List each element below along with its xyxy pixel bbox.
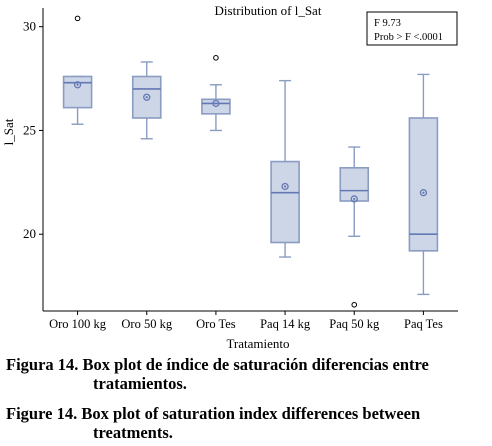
caption-spanish-text-1: Box plot de índice de saturación diferen… — [82, 355, 429, 374]
mean-marker — [143, 93, 151, 101]
box-plot-chart: Distribution of l_Sat F 9.73 Prob > F <.… — [1, 3, 458, 350]
y-tick-label: 20 — [23, 226, 36, 241]
caption-spanish-label: Figura 14. — [6, 355, 79, 374]
iqr-box — [408, 117, 439, 252]
outlier-point — [351, 301, 358, 308]
mean-marker-dot — [214, 102, 218, 105]
mean-marker-dot — [422, 191, 425, 194]
stats-box: F 9.73 Prob > F <.0001 — [366, 11, 458, 46]
caption-english-text-2: treatments. — [93, 423, 173, 442]
x-tick-label: Paq 14 kg — [260, 317, 311, 331]
outlier-point — [213, 55, 219, 61]
y-tick-label: 25 — [23, 122, 36, 137]
mean-marker — [281, 182, 289, 191]
plot-area: 20 25 30 Oro 100 kg Oro 50 kg Oro Tes Paq 14 k… — [23, 8, 458, 331]
mean-marker-dot — [145, 96, 148, 99]
caption-english: Figure 14. Box plot of saturation index … — [6, 404, 490, 442]
mean-marker — [419, 189, 428, 197]
y-axis-label: l_Sat — [1, 118, 16, 145]
x-tick-label: Oro Tes — [196, 317, 236, 331]
x-tick-label: Paq Tes — [404, 317, 443, 331]
caption-spanish: Figura 14. Box plot de índice de saturac… — [6, 355, 490, 393]
mean-marker-dot — [353, 197, 356, 201]
y-tick-label: 30 — [23, 19, 36, 34]
stats-prob-value: Prob > F <.0001 — [374, 32, 443, 43]
mean-marker — [212, 99, 220, 108]
caption-spanish-text-2: tratamientos. — [93, 374, 187, 393]
x-tick-label: Paq 50 kg — [329, 317, 380, 331]
x-tick-label: Oro 50 kg — [121, 317, 172, 331]
mean-marker — [350, 195, 358, 203]
mean-marker — [73, 81, 82, 89]
mean-marker-dot — [76, 83, 79, 86]
caption-english-label: Figure 14. — [6, 404, 78, 423]
chart-title: Distribution of l_Sat — [215, 3, 322, 18]
iqr-box — [270, 160, 300, 244]
caption-english-text-1: Box plot of saturation index differences… — [81, 404, 421, 423]
x-axis-label: Tratamiento — [226, 336, 289, 350]
mean-marker-dot — [283, 185, 287, 188]
stats-box-frame — [366, 11, 458, 46]
x-tick-label: Oro 100 kg — [49, 317, 107, 331]
stats-f-value: F 9.73 — [374, 18, 401, 29]
outlier-point — [74, 15, 81, 22]
